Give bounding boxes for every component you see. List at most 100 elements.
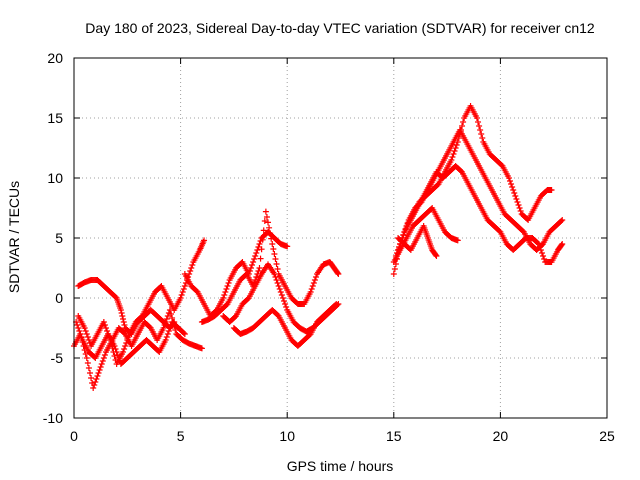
data-point [119,313,126,319]
data-point [160,325,167,331]
series-track-11 [395,163,566,265]
data-point [95,370,102,376]
data-point [433,253,440,259]
data-point [77,331,84,337]
data-point [534,240,541,246]
data-point [453,142,460,148]
data-point [258,246,265,253]
data-point [449,154,456,160]
data-point [198,345,205,352]
data-point [97,364,104,370]
data-point [312,274,319,280]
data-point [451,148,458,154]
data-point [559,217,566,223]
data-point [100,355,107,361]
data-point [85,337,92,343]
data-point [400,232,407,238]
data-point [122,343,129,349]
chart-title: Day 180 of 2023, Sidereal Day-to-day VTE… [85,20,595,36]
data-point [259,236,266,243]
series-track-13 [395,223,440,259]
data-point [274,280,281,286]
data-point [512,193,519,199]
data-point [249,262,256,268]
data-point [271,251,278,257]
data-point [267,230,274,237]
data-point [272,274,279,280]
data-point [478,131,485,137]
y-axis-label: SDTVAR / TECUs [6,181,22,293]
data-point [262,208,269,215]
data-point [92,379,99,385]
data-point [332,302,339,308]
data-point [76,328,83,334]
data-point [273,277,280,283]
data-point [535,241,542,247]
y-tick-label: -10 [43,410,63,426]
data-point [124,337,131,343]
data-point [164,313,171,319]
data-point [477,127,484,133]
data-point [121,346,128,352]
data-point [275,283,282,289]
data-point [82,328,89,334]
data-point [181,331,188,337]
data-point [310,280,317,286]
data-point [81,325,88,331]
y-tick-label: 15 [47,110,63,126]
data-point [201,237,208,244]
data-point [559,241,566,247]
data-point [278,292,285,298]
data-point [540,253,547,259]
data-point [558,242,565,248]
data-point [473,115,480,121]
data-point [283,304,290,310]
x-tick-label: 25 [599,428,615,444]
data-point [94,373,101,379]
data-point [125,334,132,340]
data-point [265,219,272,226]
data-point [516,205,523,211]
data-point [261,218,268,224]
y-tick-label: 20 [47,50,63,66]
data-point [93,376,100,382]
series-track-3 [75,277,178,337]
series-track-8 [230,301,340,349]
data-point [82,351,89,357]
data-point [517,208,524,214]
grid [74,58,607,418]
data-point [276,286,283,292]
data-point [256,241,263,247]
data-point [273,261,280,267]
data-point [75,325,82,331]
data-point [505,175,512,181]
data-point [83,331,90,337]
data-point [166,325,173,331]
data-point [223,286,230,292]
data-point [120,319,127,325]
data-point [120,316,127,322]
data-point [224,283,231,289]
data-point [162,337,169,343]
x-tick-label: 10 [279,428,295,444]
y-tick-label: 10 [47,170,63,186]
data-point [178,292,185,298]
x-axis-label: GPS time / hours [287,458,394,474]
data-point [511,190,518,196]
data-point [90,385,97,391]
data-point [257,255,264,262]
data-point [390,271,397,277]
data-point [78,334,85,340]
data-point [333,301,340,307]
data-point [84,334,91,340]
data-point [513,196,520,202]
data-point [100,319,107,325]
data-point [163,334,170,340]
data-point [98,361,105,367]
data-point [165,328,172,334]
data-point [101,352,108,358]
data-point [247,265,254,271]
series-track-4 [73,319,188,367]
data-point [263,214,270,220]
